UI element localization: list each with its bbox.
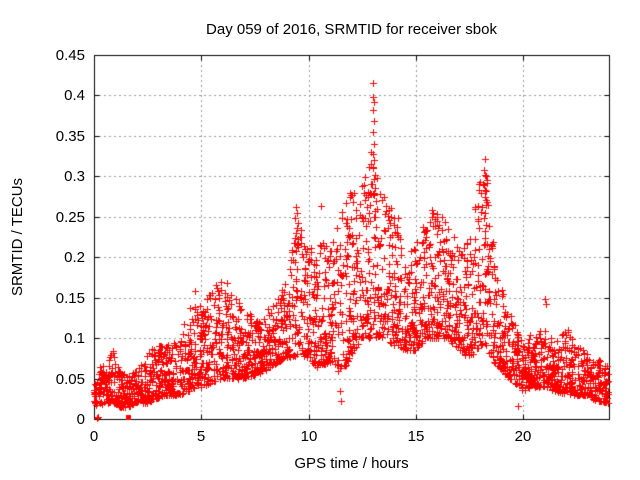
- y-tick-label: 0.1: [64, 330, 85, 347]
- y-axis-label: SRMTID / TECUs: [9, 177, 26, 297]
- x-axis-label: GPS time / hours: [294, 455, 409, 472]
- y-tick-label: 0.2: [64, 249, 85, 266]
- y-tick-label: 0.05: [55, 371, 85, 388]
- y-tick-label: 0.4: [64, 87, 85, 104]
- x-tick-label: 15: [407, 428, 425, 445]
- y-tick-label: 0.35: [55, 128, 85, 145]
- y-tick-label: 0.15: [55, 290, 85, 307]
- y-tick-label: 0: [76, 411, 85, 428]
- x-tick-label: 20: [514, 428, 532, 445]
- x-tick-label: 5: [196, 428, 206, 445]
- y-tick-label: 0.3: [64, 168, 85, 185]
- chart-title: Day 059 of 2016, SRMTID for receiver sbo…: [206, 21, 497, 38]
- y-tick-label: 0.45: [55, 47, 85, 64]
- x-tick-label: 0: [89, 428, 99, 445]
- x-tick-label: 10: [300, 428, 318, 445]
- y-tick-label: 0.25: [55, 209, 85, 226]
